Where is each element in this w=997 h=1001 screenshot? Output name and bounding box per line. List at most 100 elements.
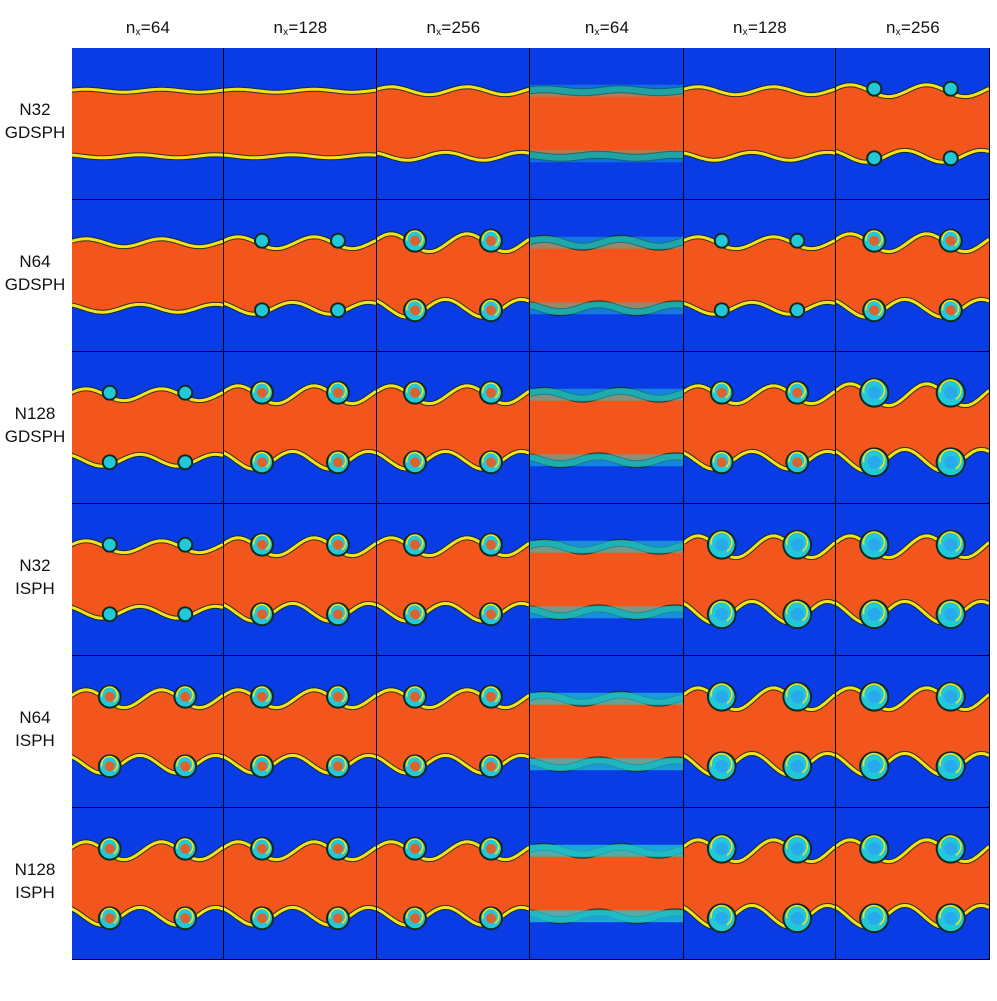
vortex-roll [868, 152, 881, 165]
interface-edge [530, 86, 683, 96]
vortex-spiral [329, 686, 347, 703]
vortex-spiral [406, 838, 424, 855]
column-header-subscript: x [742, 27, 748, 38]
interface-edge [224, 601, 376, 623]
vortex-core [257, 457, 267, 468]
column-header-prefix: n [426, 18, 437, 37]
interface-edge [684, 235, 835, 251]
row-header-method: GDSPH [4, 427, 66, 446]
simulation-panel [684, 808, 835, 959]
interface-edge [836, 686, 989, 712]
central-band [836, 233, 989, 318]
vortex-core [790, 607, 804, 621]
simulation-panel [377, 352, 529, 503]
interface-edge [377, 297, 529, 319]
vortex-core [486, 387, 496, 398]
simulation-panel [72, 200, 223, 351]
vortex-roll [103, 538, 116, 551]
vortex-spiral [406, 451, 424, 468]
simulation-panel [530, 200, 683, 351]
row-header-resolution: N32 [19, 556, 51, 575]
simulation-panel [224, 200, 376, 351]
vortex-spiral [482, 755, 500, 772]
vortex-spiral [253, 451, 271, 468]
interface-edge [224, 536, 376, 558]
vortex-roll [103, 386, 116, 399]
vortex-spiral [939, 835, 962, 856]
vortex-spiral [406, 230, 424, 247]
vortex-spiral [710, 904, 733, 926]
vortex-core [486, 691, 496, 702]
simulation-panel [530, 656, 683, 807]
diffuse-layer [530, 84, 683, 97]
vortex-spiral [862, 752, 886, 774]
vortex-core [410, 761, 420, 772]
vortex-spiral [785, 683, 809, 704]
vortex-spiral [939, 600, 962, 622]
interface-edge [836, 382, 989, 408]
vortex-spiral [253, 382, 271, 399]
interface-edge [530, 301, 683, 316]
vortex-spiral [406, 603, 424, 620]
vortex-spiral [100, 838, 119, 855]
simulation-panel [224, 656, 376, 807]
vortex-spiral [710, 600, 733, 622]
interface-edge [72, 452, 223, 468]
vortex-spiral [862, 600, 886, 622]
vortex-core [486, 457, 496, 468]
vortex-core [333, 913, 343, 924]
simulation-panel [836, 504, 989, 655]
vortex-spiral [941, 299, 960, 316]
vortex-core [486, 305, 496, 316]
vortex-core [867, 759, 881, 773]
vortex-core [104, 761, 115, 772]
central-band [530, 89, 683, 158]
central-band [530, 390, 683, 465]
central-band [224, 689, 376, 774]
vortex-core [869, 305, 880, 316]
central-band [224, 841, 376, 926]
vortex-core [716, 457, 727, 468]
diffuse-layer [530, 388, 683, 401]
column-header-prefix: n [273, 18, 284, 37]
vortex-roll [256, 304, 268, 317]
column-header-value: =256 [441, 18, 481, 37]
vortex-roll [179, 538, 192, 551]
central-band [684, 236, 835, 315]
central-band [377, 86, 529, 161]
vortex-core [944, 759, 958, 773]
interface-edge [224, 840, 376, 862]
vortex-core [867, 607, 881, 621]
simulation-panel [224, 808, 376, 959]
central-band [836, 84, 989, 163]
vortex-spiral [100, 755, 119, 772]
simulation-panel [377, 808, 529, 959]
interface-edge [684, 686, 835, 712]
vortex-spiral [865, 299, 883, 316]
vortex-core [792, 457, 803, 468]
simulation-panel [530, 352, 683, 503]
column-header-subscript: x [436, 27, 442, 38]
row-header-resolution: N64 [19, 252, 51, 271]
vortex-spiral [176, 686, 194, 703]
column-header-1: nx=64 [72, 18, 224, 38]
interface-edge [224, 449, 376, 471]
interface-edge [377, 384, 529, 406]
vortex-spiral [176, 838, 194, 855]
vortex-core [867, 386, 881, 400]
interface-edge [836, 534, 989, 560]
vortex-roll [179, 386, 192, 399]
vortex-spiral [939, 683, 962, 704]
vortex-spiral [785, 531, 809, 552]
simulation-panel [530, 504, 683, 655]
interface-edge [377, 449, 529, 471]
panel-grid [72, 48, 990, 960]
row-header-resolution: N64 [19, 708, 51, 727]
vortex-core [486, 843, 496, 854]
column-header-subscript: x [135, 27, 141, 38]
interface-edge [377, 905, 529, 927]
vortex-core [715, 607, 729, 621]
interface-edge [684, 534, 835, 560]
vortex-spiral [862, 448, 886, 470]
vortex-spiral [862, 904, 886, 926]
